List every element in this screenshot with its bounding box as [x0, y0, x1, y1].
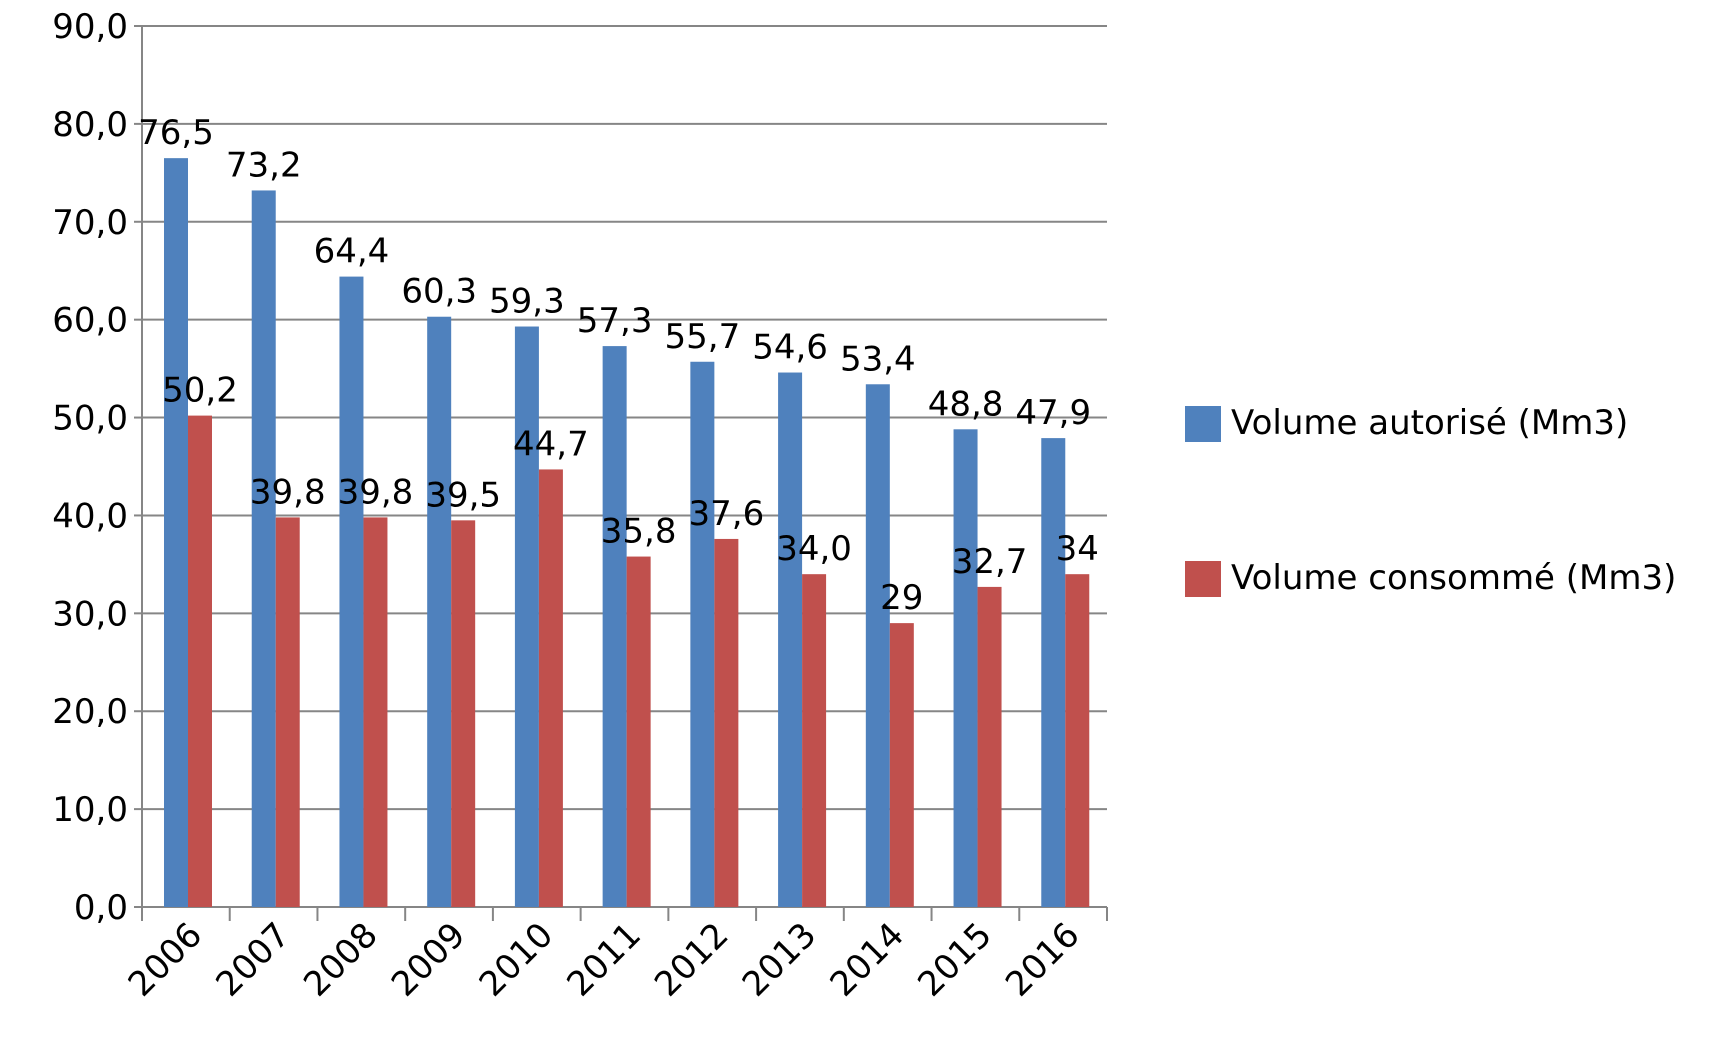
legend-label: Volume consommé (Mm3)	[1231, 558, 1677, 598]
x-tick-label: 2007	[208, 915, 297, 1004]
data-label: 39,5	[425, 475, 501, 515]
data-label: 55,7	[665, 317, 741, 357]
bar	[778, 372, 803, 907]
bar	[251, 190, 276, 907]
data-label: 59,3	[489, 282, 565, 322]
legend-label: Volume autorisé (Mm3)	[1231, 403, 1629, 443]
data-label: 47,9	[1015, 393, 1091, 433]
data-label: 50,2	[162, 371, 238, 411]
bar	[339, 276, 364, 907]
data-label: 57,3	[577, 301, 653, 341]
y-tick-label: 60,0	[52, 301, 128, 341]
legend-swatch	[1185, 406, 1221, 442]
bar	[514, 326, 539, 907]
bar	[865, 384, 890, 908]
data-label: 39,8	[250, 472, 326, 512]
x-tick-label: 2013	[735, 915, 824, 1004]
x-tick-label: 2012	[647, 915, 736, 1004]
y-tick-label: 70,0	[52, 203, 128, 243]
y-tick-label: 40,0	[52, 496, 128, 536]
y-tick-label: 50,0	[52, 399, 128, 439]
x-tick-label: 2016	[998, 915, 1087, 1004]
legend-item: Volume autorisé (Mm3)	[1185, 400, 1691, 446]
y-tick-label: 80,0	[52, 105, 128, 145]
x-tick-label: 2015	[910, 915, 999, 1004]
x-tick-label: 2006	[121, 915, 210, 1004]
data-label: 34,0	[776, 529, 852, 569]
x-tick-label: 2008	[296, 915, 385, 1004]
data-label: 64,4	[314, 232, 390, 272]
data-label: 35,8	[601, 512, 677, 552]
y-tick-label: 10,0	[52, 790, 128, 830]
x-tick-label: 2009	[384, 915, 473, 1004]
y-tick-label: 90,0	[52, 7, 128, 47]
bar	[714, 538, 739, 907]
bar	[538, 469, 563, 907]
bar	[889, 623, 914, 907]
legend-swatch	[1185, 561, 1221, 597]
bar	[451, 520, 476, 907]
x-tick-label: 2011	[559, 915, 648, 1004]
bar	[977, 586, 1002, 907]
bar	[164, 158, 188, 907]
data-label: 76,5	[138, 113, 214, 153]
bar	[1041, 438, 1066, 907]
bar	[427, 316, 452, 908]
x-tick-label: 2010	[472, 915, 561, 1004]
y-tick-label: 20,0	[52, 692, 128, 732]
data-label: 48,8	[928, 384, 1004, 424]
bar	[626, 556, 651, 907]
bar	[1065, 574, 1090, 907]
x-tick-label: 2014	[823, 915, 912, 1004]
data-label: 39,8	[338, 472, 414, 512]
bar	[802, 574, 827, 907]
data-label: 37,6	[689, 494, 765, 534]
legend-item: Volume consommé (Mm3)	[1185, 555, 1691, 601]
data-label: 53,4	[840, 339, 916, 379]
data-label: 32,7	[952, 542, 1028, 582]
bar	[275, 517, 300, 907]
data-label: 73,2	[226, 145, 302, 185]
y-tick-label: 30,0	[52, 594, 128, 634]
bar	[363, 517, 388, 907]
y-tick-label: 0,0	[74, 888, 128, 928]
bar	[188, 415, 212, 907]
bar	[602, 346, 627, 907]
data-label: 44,7	[513, 424, 589, 464]
data-label: 29	[880, 578, 923, 618]
bar	[690, 361, 715, 907]
bar	[953, 429, 978, 907]
data-label: 54,6	[752, 328, 828, 368]
data-label: 34	[1056, 529, 1099, 569]
data-label: 60,3	[401, 272, 477, 312]
